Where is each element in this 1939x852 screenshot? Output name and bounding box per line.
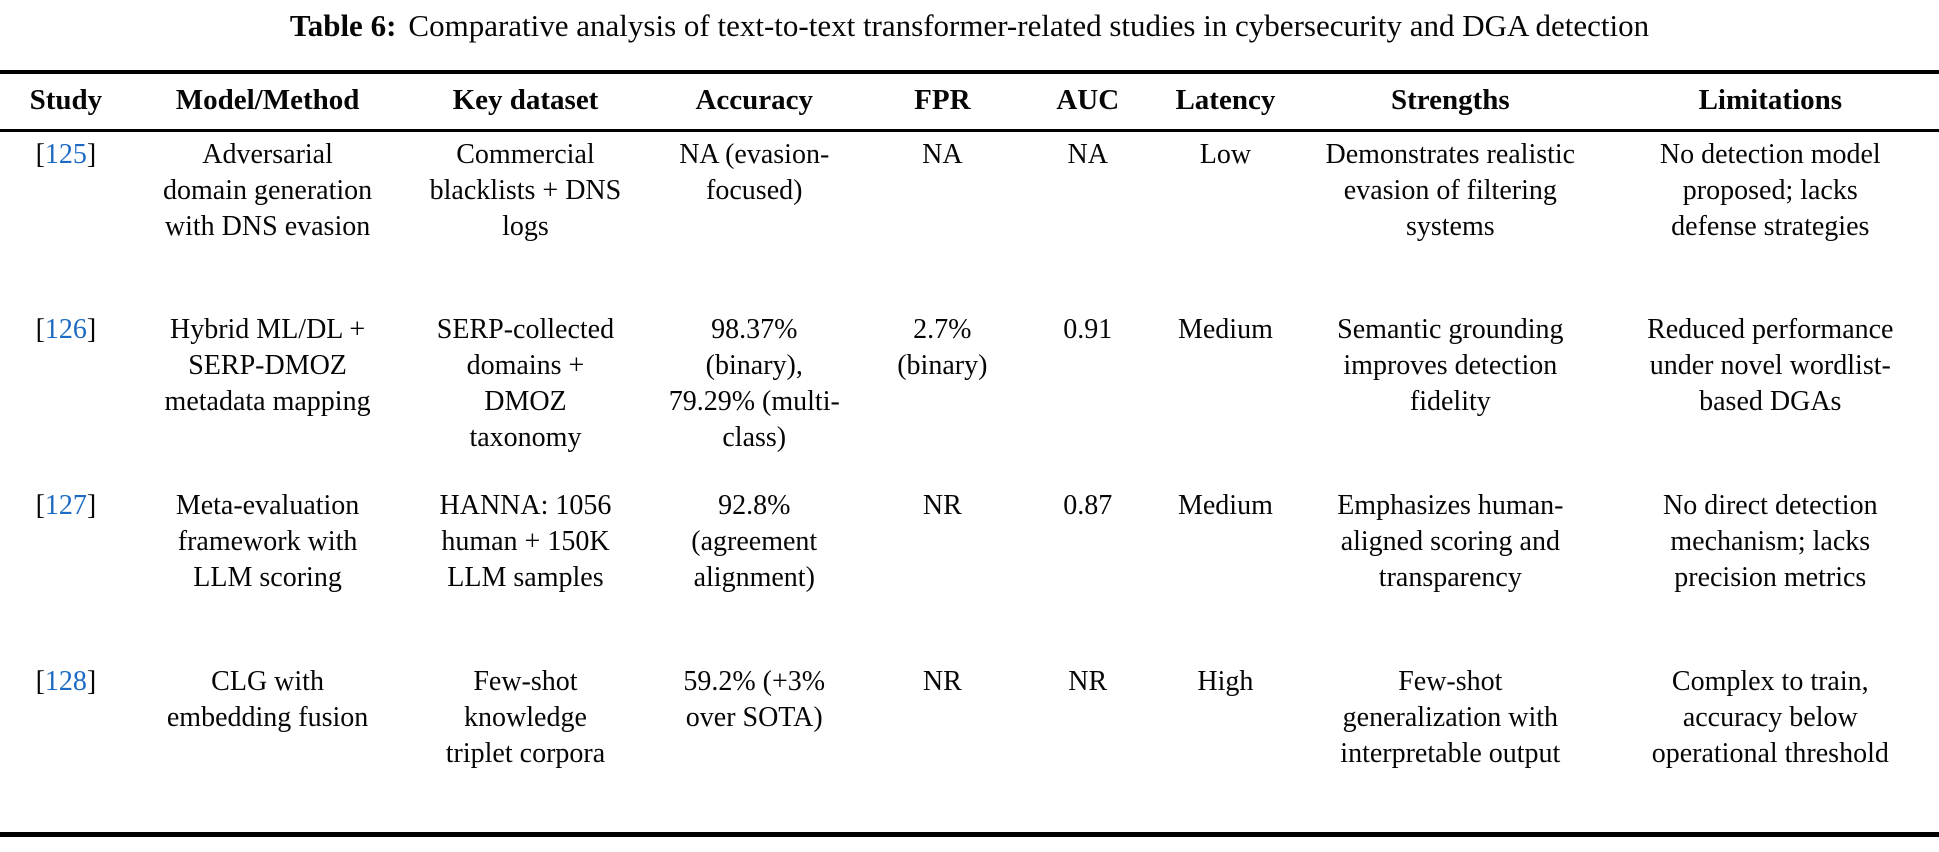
cell-key-dataset: HANNA: 1056 human + 150K LLM samples	[439, 489, 612, 593]
cell-fpr: NR	[922, 665, 962, 697]
citation-ref-link[interactable]: 126	[44, 313, 87, 345]
cell-model-method: Hybrid ML/DL + SERP-DMOZ metadata mappin…	[164, 313, 371, 417]
bracket-open: [	[35, 489, 45, 521]
bracket-close: ]	[86, 489, 97, 521]
citation-ref-link[interactable]: 125	[44, 139, 87, 170]
cell-auc: NA	[1067, 139, 1108, 170]
column-header-study: Study	[0, 72, 132, 132]
cell-model-method: CLG with embedding fusion	[166, 665, 369, 733]
bracket-close: ]	[86, 139, 97, 170]
cell-limitations: Complex to train, accuracy below operati…	[1651, 665, 1889, 769]
bracket-close: ]	[86, 313, 97, 345]
cell-strengths: Demonstrates realistic evasion of filter…	[1325, 139, 1576, 242]
bracket-open: [	[35, 665, 45, 697]
cell-limitations: No detection model proposed; lacks defen…	[1659, 139, 1881, 242]
cell-limitations: Reduced performance under novel wordlist…	[1647, 313, 1894, 417]
cell-fpr: NA	[922, 139, 963, 170]
comparative-analysis-table: Study Model/Method Key dataset Accuracy …	[0, 70, 1939, 837]
citation-ref-link[interactable]: 128	[44, 665, 87, 697]
bracket-close: ]	[86, 665, 97, 697]
cell-model-method: Meta-evaluation framework with LLM scori…	[175, 489, 360, 593]
column-header-limitations: Limitations	[1601, 72, 1939, 132]
cell-accuracy: NA (evasion-focused)	[679, 139, 830, 206]
column-header-auc: AUC	[1023, 72, 1152, 132]
citation-126: [126]	[36, 314, 97, 345]
cell-model-method: Adversarial domain generation with DNS e…	[162, 139, 373, 242]
cell-fpr: 2.7% (binary)	[897, 313, 988, 381]
column-header-model-method: Model/Method	[131, 72, 404, 132]
table-row: [126] Hybrid ML/DL + SERP-DMOZ metadata …	[0, 307, 1939, 483]
cell-auc: NR	[1068, 665, 1108, 697]
table-caption-label: Table 6:	[289, 8, 397, 43]
table-row: [125] Adversarial domain generation with…	[0, 131, 1939, 307]
cell-key-dataset: SERP-collected domains + DMOZ taxonomy	[436, 313, 615, 453]
cell-auc: 0.87	[1063, 489, 1113, 521]
citation-125: [125]	[36, 139, 97, 170]
citation-127: [127]	[36, 490, 97, 521]
column-header-accuracy: Accuracy	[647, 72, 861, 132]
cell-strengths: Semantic grounding improves detection fi…	[1337, 313, 1564, 417]
cell-key-dataset: Few-shot knowledge triplet corpora	[445, 665, 606, 769]
cell-key-dataset: Commercial blacklists + DNS logs	[429, 139, 622, 242]
cell-latency: Medium	[1177, 489, 1273, 521]
column-header-latency: Latency	[1151, 72, 1300, 132]
table-caption: Table 6: Comparative analysis of text-to…	[0, 0, 1939, 70]
cell-latency: Low	[1199, 139, 1252, 170]
bracket-open: [	[35, 313, 45, 345]
table-header-row: Study Model/Method Key dataset Accuracy …	[0, 72, 1939, 132]
cell-study: [127]	[0, 483, 132, 659]
citation-ref-link[interactable]: 127	[44, 489, 87, 521]
cell-limitations: No direct detection mechanism; lacks pre…	[1662, 489, 1878, 593]
cell-strengths: Emphasizes human-aligned scoring and tra…	[1337, 489, 1564, 593]
cell-study: [128]	[0, 659, 132, 835]
table-row: [127] Meta-evaluation framework with LLM…	[0, 483, 1939, 659]
column-header-strengths: Strengths	[1299, 72, 1602, 132]
table-row: [128] CLG with embedding fusion Few-shot…	[0, 659, 1939, 835]
cell-accuracy: 59.2% (+3% over SOTA)	[683, 665, 826, 733]
cell-study: [125]	[0, 131, 132, 307]
cell-accuracy: 92.8% (agreement alignment)	[691, 489, 818, 593]
bracket-open: [	[35, 139, 45, 170]
column-header-fpr: FPR	[860, 72, 1024, 132]
cell-study: [126]	[0, 307, 132, 483]
table-caption-text: Comparative analysis of text-to-text tra…	[408, 8, 1650, 43]
cell-latency: Medium	[1177, 313, 1273, 345]
cell-fpr: NR	[922, 489, 962, 521]
column-header-key-dataset: Key dataset	[403, 72, 648, 132]
cell-accuracy: 98.37% (binary), 79.29% (multi-class)	[668, 313, 840, 453]
citation-128: [128]	[36, 666, 97, 697]
cell-latency: High	[1197, 665, 1254, 697]
cell-strengths: Few-shot generalization with interpretab…	[1340, 665, 1561, 769]
cell-auc: 0.91	[1063, 313, 1113, 345]
